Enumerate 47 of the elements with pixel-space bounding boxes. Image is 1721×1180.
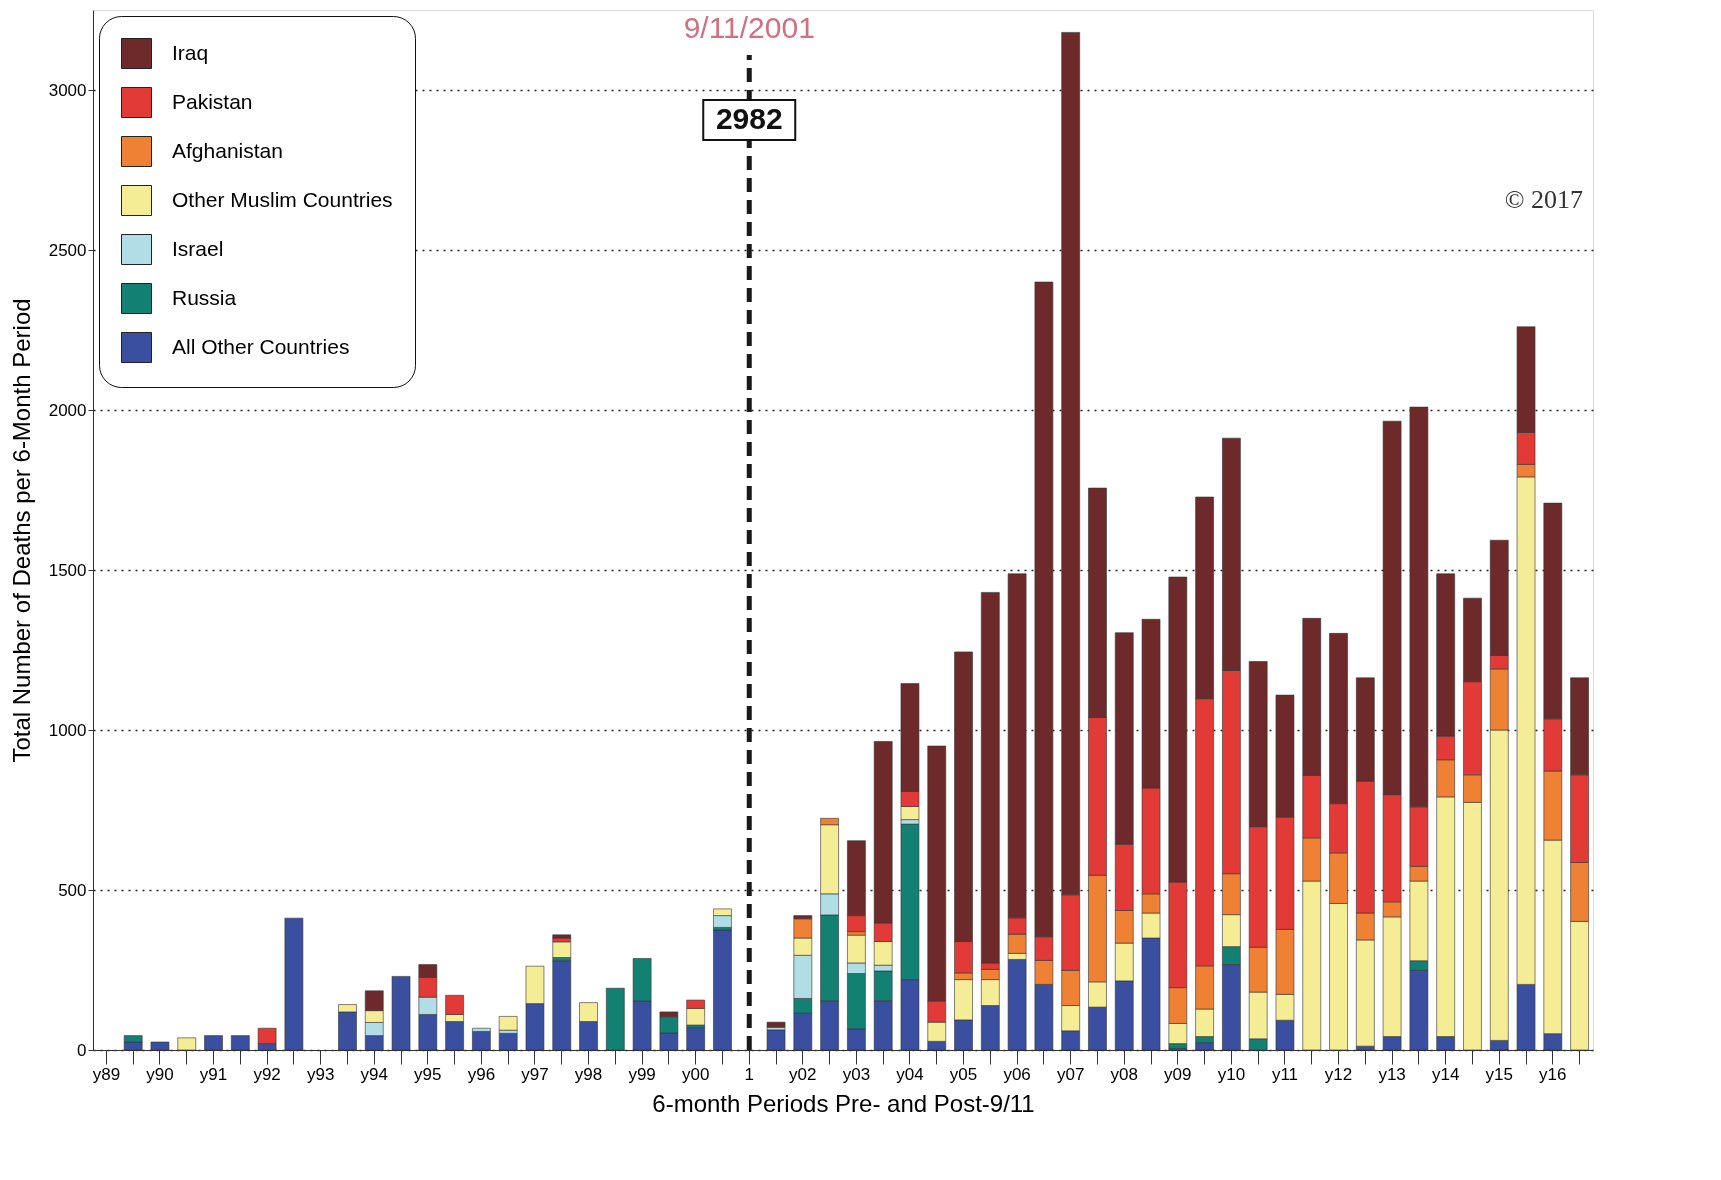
x-tick-label: y00: [681, 1064, 710, 1084]
y-tick-label: 1000: [48, 720, 87, 740]
x-tick-label: y97: [521, 1064, 549, 1084]
ref-line-label: 9/11/2001: [683, 11, 815, 44]
x-tick-label: y16: [1539, 1064, 1567, 1084]
y-tick-label: 3000: [48, 80, 87, 100]
x-tick-label: y13: [1378, 1064, 1406, 1084]
annotation: © 2017: [1504, 185, 1583, 214]
x-axis-title: 6-month Periods Pre- and Post-9/11: [652, 1089, 1035, 1117]
x-tick-label: y12: [1324, 1064, 1353, 1084]
x-tick-label: y95: [414, 1064, 442, 1084]
legend-label: Afghanistan: [172, 138, 283, 162]
x-tick-label: y10: [1217, 1064, 1246, 1084]
x-tick-label: y89: [92, 1064, 121, 1084]
y-tick-label: 2000: [48, 400, 87, 420]
x-tick-label: y03: [842, 1064, 871, 1084]
x-tick-label: y09: [1164, 1064, 1192, 1084]
x-tick-label: y98: [574, 1064, 603, 1084]
x-tick-label: y14: [1431, 1064, 1460, 1084]
x-tick-label: 1: [744, 1064, 754, 1084]
x-tick-label: y04: [896, 1064, 924, 1084]
x-tick-label: y05: [949, 1064, 978, 1084]
y-tick-label: 500: [58, 880, 87, 900]
legend-label: Israel: [172, 236, 224, 260]
x-tick-label: y11: [1271, 1064, 1299, 1084]
x-tick-label: y92: [253, 1064, 281, 1084]
y-tick-label: 0: [77, 1040, 87, 1060]
legend-label: All Other Countries: [172, 334, 350, 358]
x-tick-label: y15: [1485, 1064, 1513, 1084]
x-tick-label: y93: [306, 1064, 335, 1084]
y-tick-label: 1500: [48, 560, 87, 580]
x-tick-label: y90: [146, 1064, 174, 1084]
x-tick-label: y91: [199, 1064, 228, 1084]
legend-label: Russia: [172, 285, 237, 309]
y-axis-title: Total Number of Deaths per 6-Month Period: [7, 298, 35, 763]
x-tick-label: y96: [467, 1064, 496, 1084]
annotation: 2982: [715, 102, 783, 135]
x-tick-label: y99: [628, 1064, 656, 1084]
x-tick-label: y06: [1003, 1064, 1031, 1084]
x-tick-label: y02: [789, 1064, 817, 1084]
legend-label: Pakistan: [172, 89, 253, 113]
x-tick-label: y07: [1056, 1064, 1085, 1084]
x-tick-label: y94: [360, 1064, 388, 1084]
legend-label: Iraq: [172, 40, 209, 64]
x-tick-label: y08: [1110, 1064, 1138, 1084]
y-tick-label: 2500: [48, 240, 87, 260]
legend-label: Other Muslim Countries: [172, 187, 393, 211]
